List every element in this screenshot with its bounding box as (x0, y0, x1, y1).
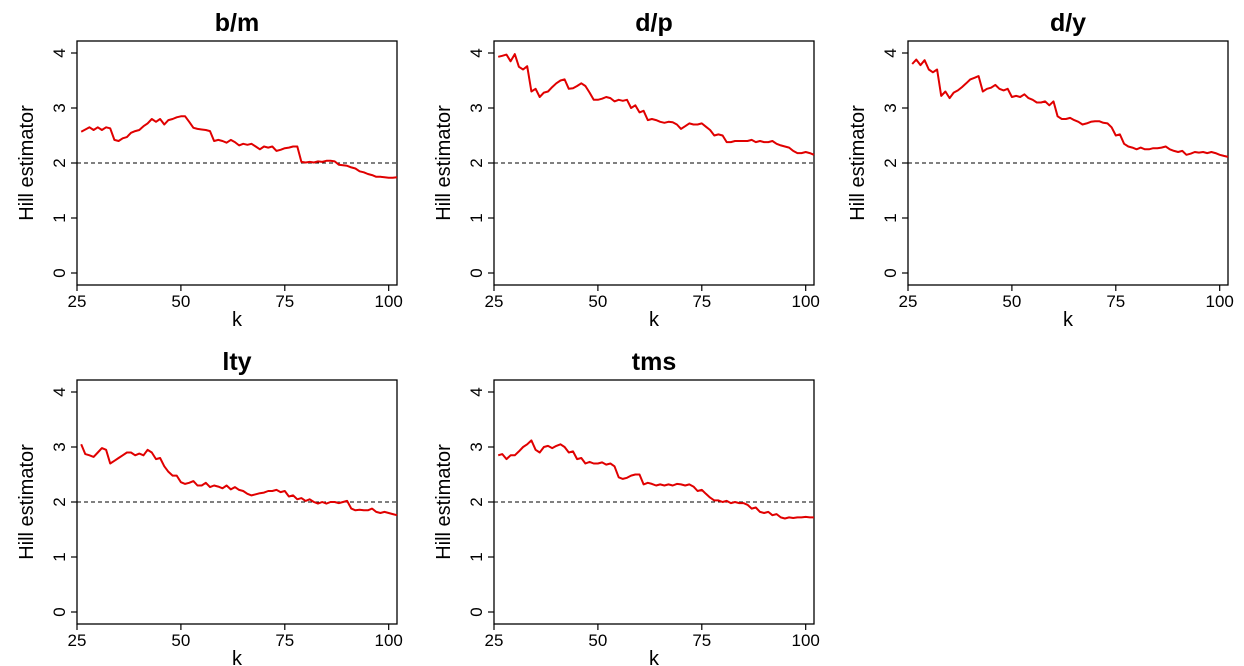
y-tick-label: 0 (881, 268, 900, 277)
chart-panel: d/y 25 50 75 100 0 1 2 3 4 k Hill estimator (847, 9, 1234, 331)
y-tick-label: 4 (50, 387, 69, 396)
x-tick-label: 50 (171, 292, 190, 311)
series-line (497, 53, 815, 156)
x-tick-label: 75 (275, 631, 294, 650)
plot-frame (493, 40, 815, 286)
y-tick-label: 4 (50, 48, 69, 57)
chart-title: tms (632, 348, 676, 376)
series-line (911, 58, 1229, 158)
y-tick-label: 1 (467, 213, 486, 222)
x-tick-label: 100 (1206, 292, 1234, 311)
y-tick-label: 2 (881, 158, 900, 167)
x-axis-label: k (649, 309, 660, 331)
y-tick-label: 2 (467, 497, 486, 506)
y-tick-label: 2 (467, 158, 486, 167)
x-tick-label: 75 (692, 631, 711, 650)
chart-panel: lty 25 50 75 100 0 1 2 3 4 k Hill estimator (16, 348, 403, 666)
x-tick-label: 100 (375, 292, 403, 311)
y-axis-label: Hill estimator (16, 444, 38, 560)
y-axis-label: Hill estimator (433, 444, 455, 560)
y-tick-label: 3 (881, 103, 900, 112)
series-line (497, 439, 814, 520)
x-tick-label: 50 (171, 631, 190, 650)
x-tick-label: 25 (899, 292, 918, 311)
y-tick-label: 2 (50, 158, 69, 167)
plot-frame (76, 40, 398, 286)
y-axis-label: Hill estimator (16, 105, 38, 221)
y-tick-label: 0 (467, 607, 486, 616)
x-tick-label: 50 (1002, 292, 1021, 311)
chart-panel: d/p 25 50 75 100 0 1 2 3 4 k Hill estimator (433, 9, 820, 331)
x-tick-label: 50 (588, 292, 607, 311)
y-tick-label: 3 (50, 103, 69, 112)
plot-frame (493, 379, 815, 625)
x-tick-label: 75 (275, 292, 294, 311)
x-axis-label: k (649, 648, 660, 666)
x-tick-label: 75 (1106, 292, 1125, 311)
x-tick-label: 25 (485, 631, 504, 650)
plot-frame (907, 40, 1229, 286)
y-tick-label: 3 (467, 442, 486, 451)
y-axis-label: Hill estimator (847, 105, 869, 221)
x-tick-label: 75 (692, 292, 711, 311)
x-tick-label: 100 (792, 631, 820, 650)
chart-title: d/y (1050, 9, 1086, 37)
x-tick-label: 25 (68, 292, 87, 311)
y-tick-label: 1 (50, 552, 69, 561)
y-tick-label: 3 (50, 442, 69, 451)
x-tick-label: 100 (792, 292, 820, 311)
x-tick-label: 25 (485, 292, 504, 311)
y-tick-label: 0 (467, 268, 486, 277)
y-tick-label: 4 (467, 48, 486, 57)
y-tick-label: 1 (881, 213, 900, 222)
x-tick-label: 50 (588, 631, 607, 650)
series-line (80, 115, 398, 179)
x-axis-label: k (232, 648, 243, 666)
y-tick-label: 0 (50, 607, 69, 616)
chart-panel: tms 25 50 75 100 0 1 2 3 4 k Hill estimator (433, 348, 820, 666)
y-axis-label: Hill estimator (433, 105, 455, 221)
chart-panel: b/m 25 50 75 100 0 1 2 3 4 k Hill estimator (16, 9, 403, 331)
chart-title: lty (222, 348, 251, 376)
chart-title: d/p (635, 9, 673, 37)
chart-title: b/m (215, 9, 259, 37)
x-tick-label: 25 (68, 631, 87, 650)
y-tick-label: 3 (467, 103, 486, 112)
y-tick-label: 1 (467, 552, 486, 561)
y-tick-label: 4 (467, 387, 486, 396)
series-line (80, 443, 398, 517)
x-axis-label: k (232, 309, 243, 331)
y-tick-label: 4 (881, 48, 900, 57)
plot-frame (76, 379, 398, 625)
y-tick-label: 1 (50, 213, 69, 222)
y-tick-label: 2 (50, 497, 69, 506)
x-axis-label: k (1063, 309, 1074, 331)
x-tick-label: 100 (375, 631, 403, 650)
y-tick-label: 0 (50, 268, 69, 277)
